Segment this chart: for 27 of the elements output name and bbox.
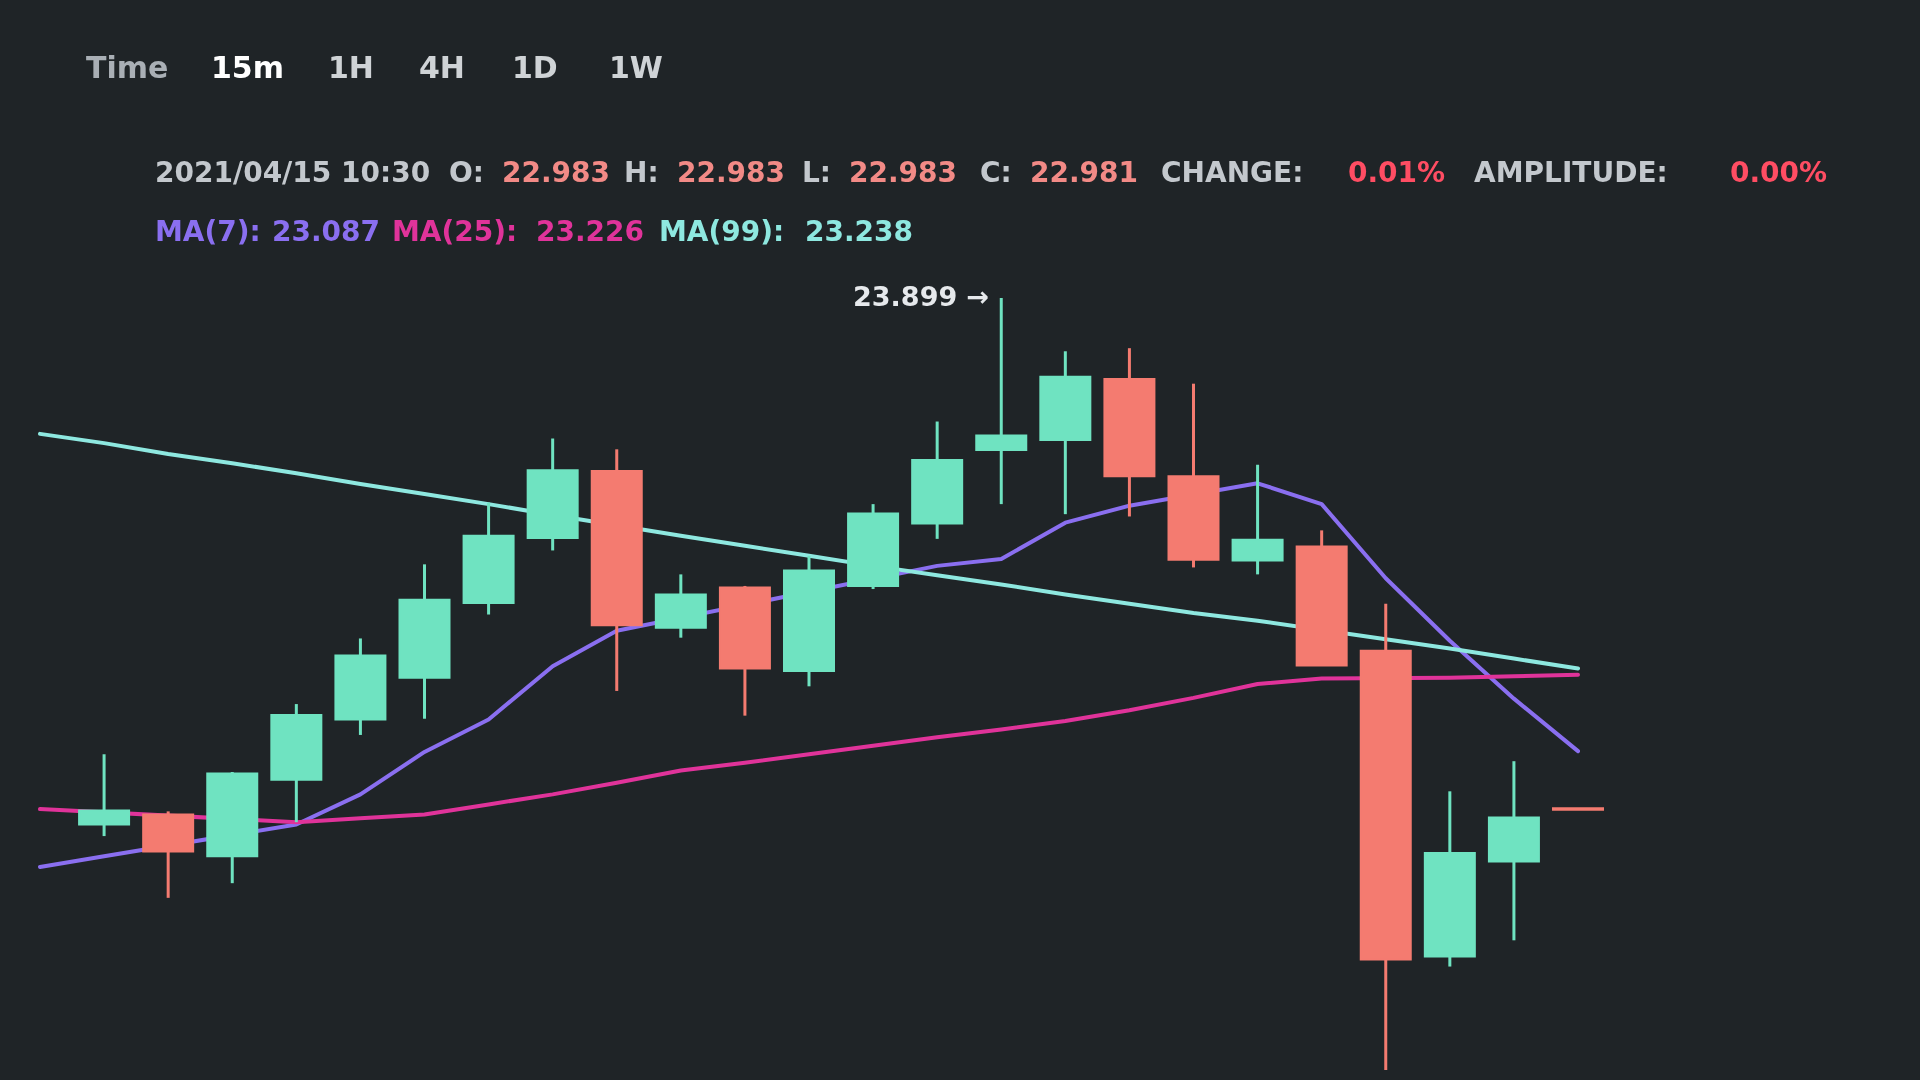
text: CHANGE: [1161,156,1304,189]
annotation: 23.899 → [853,281,990,312]
text: 22.983 [502,156,611,189]
text: Time [86,50,169,85]
text: 1W [609,50,663,85]
text: 1D [512,50,558,85]
text: 23.226 [536,215,645,248]
text: MA(7): [155,215,261,248]
text: 22.983 [677,156,786,189]
text: 22.983 [849,156,958,189]
text: 23.087 [272,215,381,248]
text: 0.01% [1348,156,1446,189]
text: L: [802,156,832,189]
text: AMPLITUDE: [1474,156,1668,189]
text: C: [980,156,1012,189]
text: 23.238 [805,215,914,248]
candlestick [78,754,131,838]
text: 22.981 [1030,156,1139,189]
text: 2021/04/15 10:30 [155,156,431,189]
text: 1H [328,50,374,85]
text: MA(99): [659,215,785,248]
text: 15m [211,50,285,85]
text: MA(25): [392,215,518,248]
text: 4H [419,50,465,85]
text: O: [449,156,484,189]
text: H: [624,156,659,189]
text: 0.00% [1730,156,1828,189]
